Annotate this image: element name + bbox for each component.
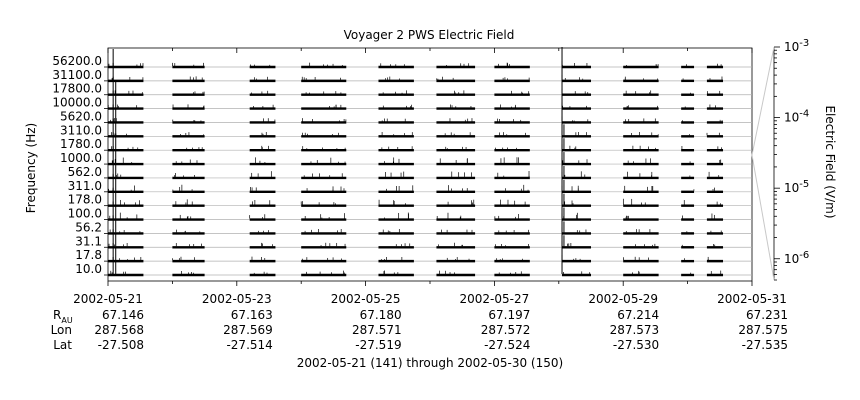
right-tick-label: 10-3	[784, 38, 809, 54]
ephemeris-r-subscript: AU	[61, 316, 72, 325]
frequency-tick-labels: 10.017.831.156.2100.0178.0311.0562.01000…	[52, 54, 102, 276]
ephemeris-value: 287.571	[352, 323, 402, 337]
frequency-tick-label: 562.0	[68, 165, 102, 179]
frequency-tick-label: 178.0	[68, 193, 102, 207]
ephemeris-value: 67.146	[102, 308, 144, 322]
x-tick-label: 2002-05-23	[202, 292, 272, 306]
data-spikes	[107, 47, 723, 274]
right-tick-exponent: -4	[799, 109, 809, 120]
right-axis: 10-610-510-410-3	[751, 38, 809, 281]
right-tick-exponent: -5	[799, 179, 809, 190]
frequency-tick-label: 10000.0	[52, 96, 102, 110]
frequency-tick-label: 3110.0	[60, 123, 102, 137]
ephemeris-value: 287.569	[223, 323, 273, 337]
ephemeris-row-label: RAU	[53, 308, 73, 325]
ephemeris-value: -27.530	[613, 338, 659, 352]
chart-title: Voyager 2 PWS Electric Field	[344, 28, 515, 42]
y-axis-label: Frequency (Hz)	[24, 123, 38, 214]
frequency-tick-label: 31.1	[75, 234, 102, 248]
frequency-tick-label: 5620.0	[60, 109, 102, 123]
frequency-tick-label: 10.0	[75, 262, 102, 276]
ephemeris-row-label: Lat	[53, 338, 72, 352]
right-tick-label: 10-4	[784, 109, 809, 125]
ephemeris-value: 67.163	[231, 308, 273, 322]
x-tick-label: 2002-05-31	[717, 292, 787, 306]
right-tick-label: 10-6	[784, 250, 809, 266]
right-tick-base: 10	[784, 40, 799, 54]
frequency-tick-label: 100.0	[68, 207, 102, 221]
frequency-tick-label: 311.0	[68, 179, 102, 193]
ephemeris-value: -27.535	[742, 338, 788, 352]
frequency-tick-label: 56.2	[75, 220, 102, 234]
frequency-tick-label: 1780.0	[60, 137, 102, 151]
frequency-tick-label: 56200.0	[52, 54, 102, 68]
ephemeris-value: -27.508	[98, 338, 144, 352]
x-tick-label: 2002-05-25	[331, 292, 401, 306]
x-tick-label: 2002-05-21	[73, 292, 143, 306]
frequency-tick-label: 17.8	[75, 248, 102, 262]
right-tick-exponent: -6	[799, 250, 809, 261]
frequency-tick-label: 1000.0	[60, 151, 102, 165]
ephemeris-value: 287.568	[94, 323, 144, 337]
ephemeris-value: 67.180	[360, 308, 402, 322]
x-tick-label: 2002-05-27	[460, 292, 530, 306]
ephemeris-value: -27.514	[226, 338, 272, 352]
ephemeris-value: 67.214	[617, 308, 659, 322]
color-bar-connector	[751, 154, 775, 281]
channel-grid	[104, 66, 752, 276]
right-tick-exponent: -3	[799, 38, 809, 49]
right-tick-label: 10-5	[784, 179, 809, 195]
color-bar-connector	[751, 46, 775, 156]
ephemeris-value: 287.572	[481, 323, 531, 337]
ephemeris-row-label: Lon	[51, 323, 72, 337]
frequency-tick-label: 31100.0	[52, 68, 102, 82]
x-axis: 2002-05-21 2002-05-23 2002-05-25 2002-05-27…	[73, 48, 787, 306]
data-segments	[108, 65, 724, 277]
ephemeris-value: 67.197	[488, 308, 530, 322]
ephemeris-value: 287.575	[738, 323, 788, 337]
ephemeris-value: 287.573	[610, 323, 660, 337]
right-axis-label: Electric Field (V/m)	[823, 105, 837, 218]
ephemeris-r-main: R	[53, 308, 61, 322]
ephemeris-value: -27.519	[355, 338, 401, 352]
ephemeris-value: 67.231	[746, 308, 788, 322]
x-tick-label: 2002-05-29	[588, 292, 658, 306]
date-range-footer: 2002-05-21 (141) through 2002-05-30 (150…	[297, 356, 563, 370]
right-tick-base: 10	[784, 111, 799, 125]
right-tick-base: 10	[784, 181, 799, 195]
right-tick-base: 10	[784, 252, 799, 266]
frequency-tick-label: 17800.0	[52, 82, 102, 96]
ephemeris-value: -27.524	[484, 338, 530, 352]
